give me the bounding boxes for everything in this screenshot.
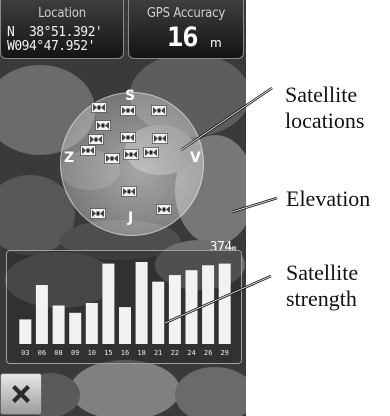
satellite-id-label: 26: [204, 349, 212, 357]
satellite-marker: [120, 105, 136, 116]
elevation-readout: 374m: [209, 240, 237, 255]
satellite-marker: [152, 133, 168, 144]
satellite-id-label: 22: [171, 349, 179, 357]
satellite-id-label: 08: [54, 349, 62, 357]
gps-accuracy-value: 16: [167, 22, 199, 53]
satellite-marker: [120, 132, 136, 143]
strength-bar-10: [85, 303, 98, 344]
latitude-readout: N 38°51.392': [7, 25, 103, 40]
strength-bar-03: [19, 319, 32, 344]
satellite-marker: [121, 186, 137, 197]
gps-accuracy-unit: m: [210, 36, 222, 50]
strength-bar-22: [168, 275, 181, 344]
satellite-marker: [156, 204, 172, 215]
strength-bar-26: [202, 265, 215, 344]
satellite-marker: [95, 120, 111, 131]
location-title: Location: [38, 6, 86, 21]
north-marker: S: [125, 88, 136, 104]
elevation-label: Elevation: [286, 186, 371, 211]
strength-bar-09: [69, 312, 82, 344]
sky-circle: [60, 92, 204, 236]
gps-accuracy-title: GPS Accuracy: [146, 6, 226, 21]
satellite-id-label: 03: [21, 349, 29, 357]
close-icon: [12, 385, 30, 403]
strength-bar-24: [185, 270, 198, 344]
strength-bar-16: [119, 307, 131, 344]
strength-bar-29: [218, 263, 231, 344]
satellite-id-label: 16: [121, 349, 129, 357]
satellite-marker: [91, 102, 107, 113]
satellite-strength-chart: 03 06 08 09 10 15 16 18 21 22 24 26 29: [19, 262, 231, 357]
strength-bar-15: [102, 263, 115, 344]
satellite-marker: [123, 149, 139, 160]
satellite-id-label: 29: [220, 349, 228, 357]
satellite-marker: [151, 105, 167, 116]
satellite-id-label: 24: [187, 349, 195, 357]
gps-accuracy-panel: GPS Accuracy 16 m: [128, 0, 244, 59]
south-marker: J: [128, 210, 134, 226]
satellite-marker: [143, 147, 159, 158]
satellite-id-label: 09: [71, 349, 79, 357]
satellite-locations-label: Satellite locations: [285, 82, 365, 133]
satellite-id-label: 21: [154, 349, 162, 357]
device-screen: Location N 38°51.392' W094°47.952' GPS A…: [0, 0, 246, 416]
satellite-sky-view: S Z V J: [0, 88, 246, 240]
satellite-id-label: 15: [104, 349, 112, 357]
west-marker: Z: [64, 150, 75, 166]
satellite-id-label: 06: [38, 349, 46, 357]
strength-bar-18: [135, 262, 148, 344]
satellite-marker: [88, 134, 104, 145]
location-panel: Location N 38°51.392' W094°47.952': [0, 0, 124, 59]
satellite-marker: [104, 153, 120, 164]
satellite-strength-label: Satellite strength: [286, 260, 359, 311]
satellite-strength-panel: 03 06 08 09 10 15 16 18 21 22 24 26 29: [6, 250, 242, 364]
satellite-id-label: 18: [137, 349, 145, 357]
close-button[interactable]: [0, 373, 42, 415]
strength-bar-06: [35, 285, 48, 344]
strength-bar-21: [152, 281, 165, 344]
strength-bar-08: [52, 305, 65, 344]
elevation-value: 374: [209, 240, 232, 255]
longitude-readout: W094°47.952': [7, 39, 95, 54]
satellite-marker: [80, 145, 96, 156]
east-marker: V: [190, 150, 201, 166]
satellite-id-label: 10: [88, 349, 96, 357]
elevation-unit: m: [231, 244, 237, 253]
satellite-marker: [90, 208, 106, 219]
